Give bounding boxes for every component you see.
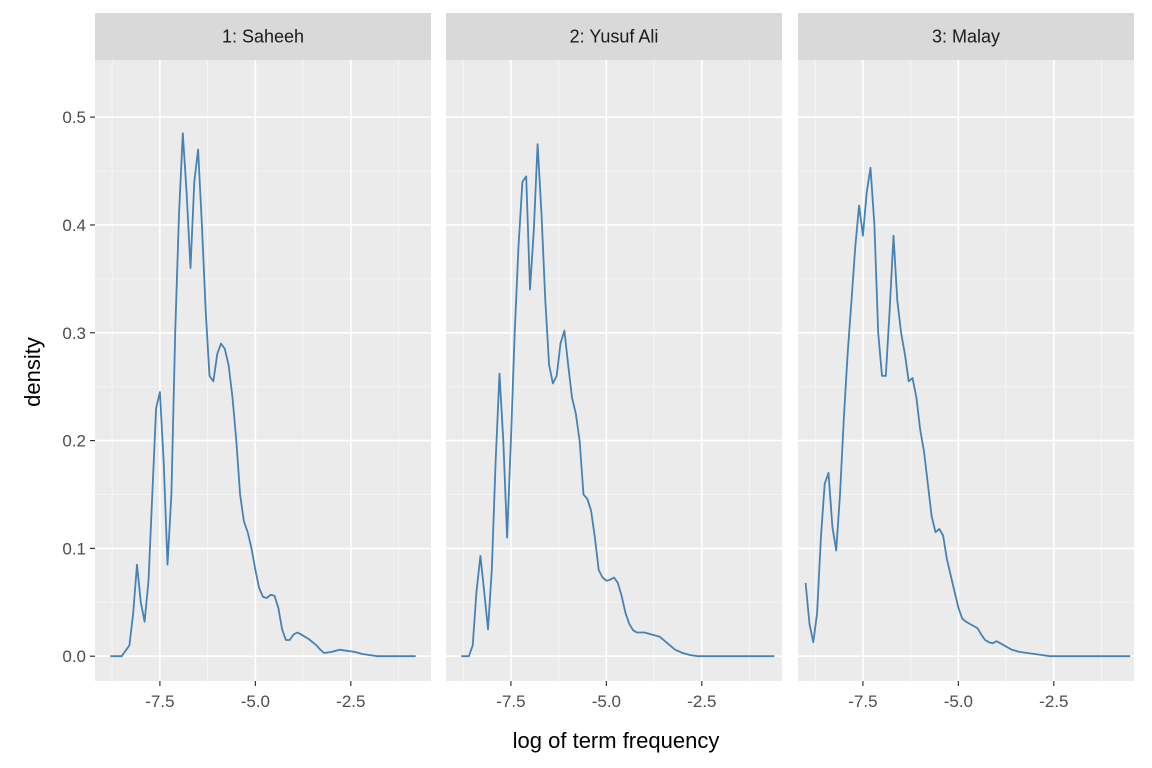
y-tick-label: 0.3: [62, 324, 86, 343]
y-axis-title: density: [20, 337, 45, 407]
x-axis-title: log of term frequency: [513, 728, 720, 753]
facet-strip-label: 3: Malay: [932, 27, 1000, 47]
panel-background: [95, 60, 431, 681]
x-tick-label: -5.0: [944, 692, 973, 711]
density-line: [110, 132, 416, 658]
y-tick-label: 0.4: [62, 216, 86, 235]
x-tick-label: -7.5: [848, 692, 877, 711]
facet-panel: 2: Yusuf Ali -7.5 -5.0 -2.5: [446, 13, 782, 711]
y-tick-label: 0.5: [62, 108, 86, 127]
panel-background: [798, 60, 1134, 681]
facet-strip: [446, 13, 782, 60]
y-tick-label: 0.0: [62, 647, 86, 666]
y-tick-label: 0.2: [62, 432, 86, 451]
x-tick-label: -5.0: [241, 692, 270, 711]
facet-strip-label: 2: Yusuf Ali: [570, 27, 659, 47]
facet-panel: 3: Malay -7.5 -5.0 -2.5: [798, 13, 1134, 711]
x-tick-label: -7.5: [145, 692, 174, 711]
x-tick-label: -2.5: [687, 692, 716, 711]
density-line: [804, 166, 1131, 658]
panel-background: [446, 60, 782, 681]
x-tick-label: -7.5: [496, 692, 525, 711]
density-line: [461, 143, 775, 658]
y-tick-label: 0.1: [62, 539, 86, 558]
facet-panel: 1: Saheeh -7.5 -5.0 -2.5: [95, 13, 431, 711]
panels-layer: 1: Saheeh -7.5 -5.0 -2.5 2: Yusuf Ali -7.5 -5.…: [95, 13, 1134, 711]
facet-strip-label: 1: Saheeh: [222, 27, 304, 47]
x-tick-label: -2.5: [1039, 692, 1068, 711]
facet-strip: [798, 13, 1134, 60]
x-tick-label: -2.5: [336, 692, 365, 711]
x-tick-label: -5.0: [592, 692, 621, 711]
facet-strip: [95, 13, 431, 60]
y-axis: 0.0 0.1 0.2 0.3 0.4 0.5: [62, 108, 95, 666]
